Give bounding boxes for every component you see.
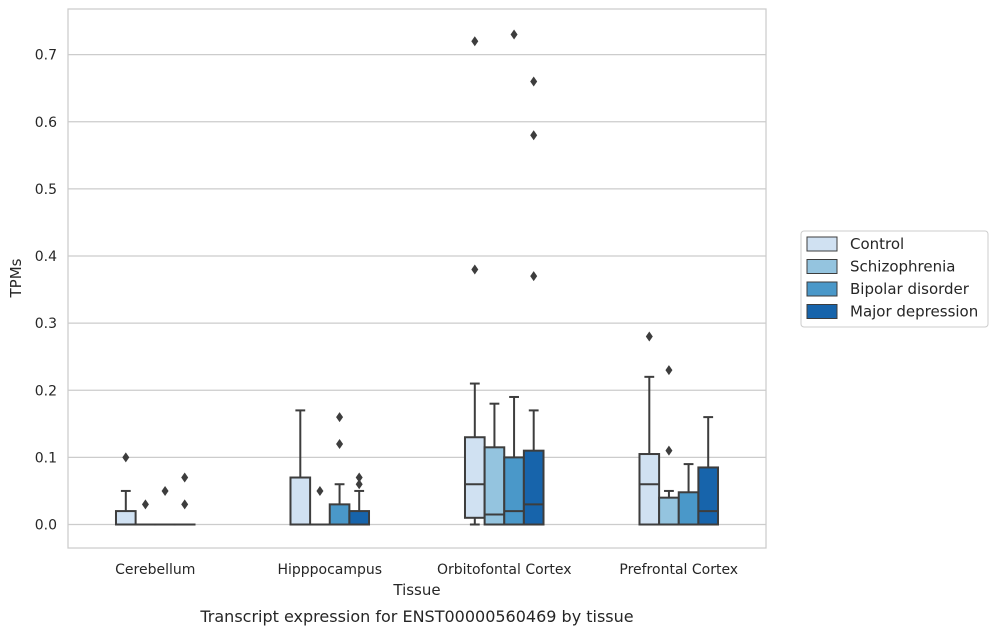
- legend-swatch: [806, 304, 838, 319]
- box-plot-element: [522, 76, 545, 526]
- outlier-point: [510, 29, 518, 40]
- box: [289, 476, 312, 526]
- box-plot-element: [658, 365, 680, 526]
- box: [463, 436, 486, 519]
- box-plot-element: [289, 409, 312, 526]
- box: [114, 510, 137, 526]
- grid-lines: [68, 54, 766, 526]
- outlier-point: [471, 264, 479, 275]
- outlier-point: [336, 412, 344, 423]
- legend-swatch: [806, 281, 838, 297]
- box-plot-element: [348, 472, 371, 526]
- outlier-point: [161, 485, 169, 496]
- box: [677, 491, 700, 526]
- y-tick-label: 0.0: [35, 518, 57, 534]
- outlier-point: [181, 472, 189, 483]
- y-tick-label: 0.5: [35, 182, 57, 198]
- series-control: [114, 36, 661, 526]
- x-axis-title: Tissue: [392, 581, 440, 599]
- legend-item: Schizophrenia: [806, 258, 955, 276]
- box-plot-element: [173, 472, 196, 526]
- y-tick-label: 0.6: [35, 115, 57, 131]
- box: [522, 449, 545, 526]
- series-major-depression: [173, 76, 720, 526]
- legend-item: Bipolar disorder: [806, 280, 970, 298]
- outlier-point: [316, 485, 324, 496]
- plot-area: [68, 9, 766, 548]
- outlier-point: [530, 130, 538, 141]
- series-schizophrenia: [134, 365, 680, 526]
- box-plot-element: [697, 416, 720, 526]
- legend-label: Schizophrenia: [850, 258, 955, 276]
- outlier-point: [122, 452, 130, 463]
- outlier-point: [141, 499, 149, 510]
- legend-label: Control: [850, 235, 904, 253]
- box: [328, 503, 351, 526]
- x-tick-label: Cerebellum: [115, 562, 195, 578]
- outlier-point: [181, 499, 189, 510]
- box-series: [114, 29, 720, 526]
- outlier-point: [355, 479, 363, 490]
- box-plot-element: [638, 331, 661, 526]
- box: [638, 453, 661, 526]
- legend-swatch: [806, 259, 838, 274]
- y-tick-label: 0.4: [35, 249, 57, 265]
- chart-caption: Transcript expression for ENST0000056046…: [199, 607, 633, 626]
- legend-frame: [800, 230, 989, 328]
- outlier-point: [355, 472, 363, 483]
- box: [483, 446, 506, 526]
- x-tick-label: Hipppocampus: [277, 562, 382, 578]
- y-tick-label: 0.1: [35, 450, 57, 466]
- y-tick-label: 0.3: [35, 316, 57, 332]
- outlier-point: [336, 438, 344, 449]
- legend: Control Schizophrenia Bipolar disorder Majo…: [800, 230, 989, 328]
- legend-swatch: [806, 236, 838, 252]
- y-tick-labels: 0.0 0.1 0.2 0.3 0.4 0.5 0.6 0.7: [35, 48, 57, 534]
- outlier-point: [530, 271, 538, 282]
- legend-label: Bipolar disorder: [850, 280, 970, 298]
- outlier-point: [471, 36, 479, 47]
- y-axis-title: TPMs: [7, 258, 25, 298]
- x-tick-label: Orbitofontal Cortex: [437, 562, 572, 578]
- legend-item: Major depression: [806, 303, 978, 321]
- box-plot-element: [677, 463, 700, 526]
- x-tick-label: Prefrontal Cortex: [619, 562, 738, 578]
- box-plot-element: [114, 452, 137, 526]
- box-plot-element: [463, 36, 486, 526]
- box: [697, 466, 720, 526]
- box: [503, 456, 525, 526]
- box: [658, 496, 680, 526]
- outlier-point: [665, 445, 673, 456]
- outlier-point: [645, 331, 653, 342]
- box-plot-element: [483, 402, 506, 526]
- series-bipolar-disorder: [154, 29, 700, 526]
- legend-label: Major depression: [850, 303, 978, 321]
- plot-frame: [67, 8, 767, 549]
- y-tick-label: 0.7: [35, 48, 57, 64]
- x-tick-labels: Cerebellum Hipppocampus Orbitofontal Corte…: [115, 562, 738, 578]
- y-tick-label: 0.2: [35, 383, 57, 399]
- legend-item: Control: [806, 235, 904, 253]
- outlier-point: [530, 76, 538, 87]
- outlier-point: [665, 365, 673, 376]
- box: [348, 510, 371, 526]
